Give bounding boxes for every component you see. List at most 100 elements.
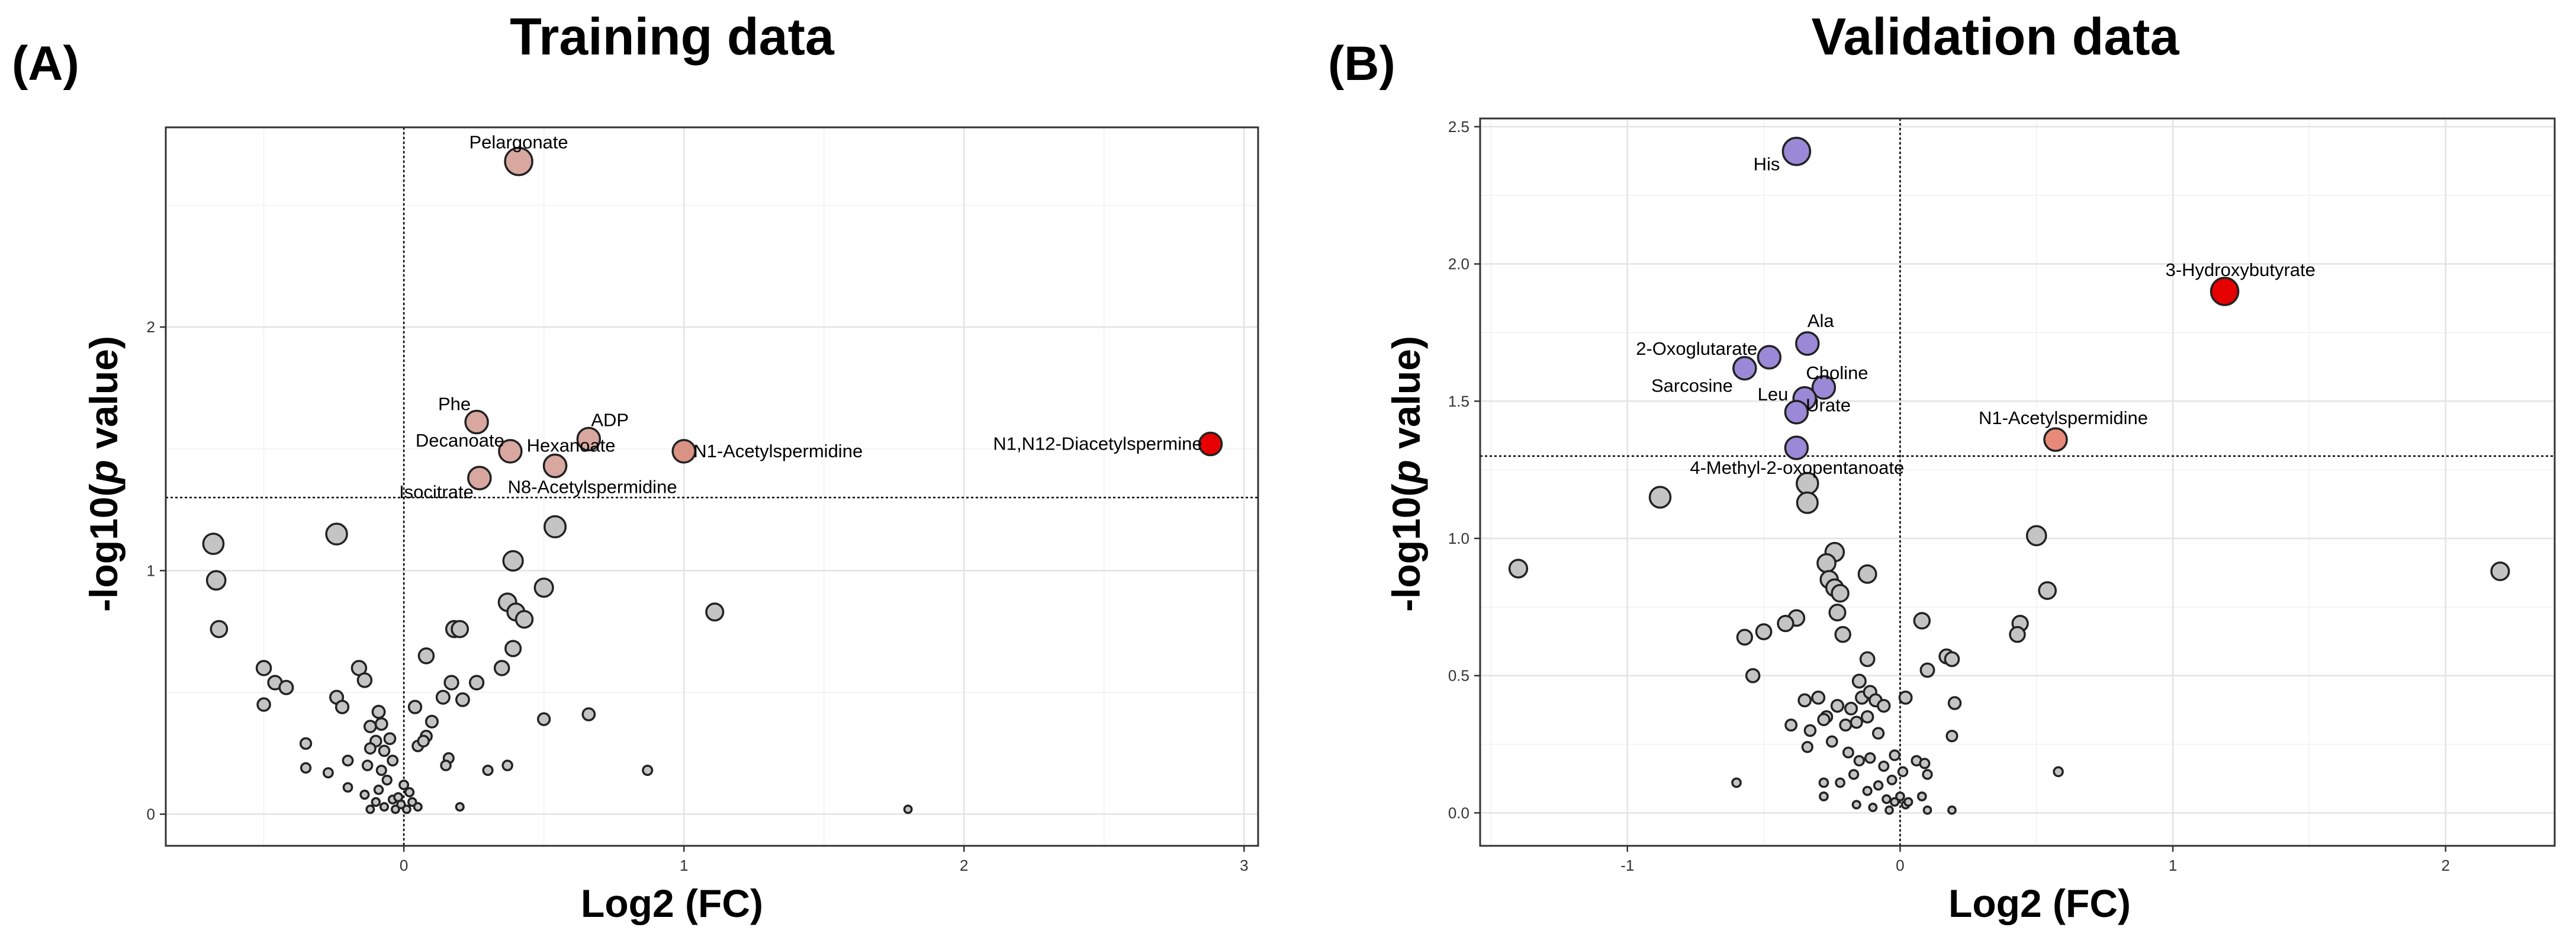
panel-a-significant-point: [1198, 431, 1223, 457]
panel-b-validation: (B) Validation data -1 0 1 2 0.0 0.5 1.0 1.5 2.0…: [1328, 7, 2556, 925]
panel-b-y-tick-label: 0.5: [1448, 667, 1469, 685]
panel-b-y-tick-label: 1.0: [1448, 530, 1469, 547]
panel-a-data-point: [381, 774, 393, 786]
panel-a-significant-point: [504, 146, 533, 177]
panel-b-significant-point: [2043, 427, 2068, 452]
panel-b-data-point: [1817, 713, 1831, 726]
panel-a-data-point: [390, 804, 400, 814]
panel-a-data-point: [365, 804, 375, 814]
panel-a-point-label: N1,N12-Diacetylspermine: [993, 434, 1202, 454]
panel-b-data-point: [1919, 662, 1935, 678]
panel-a-data-point: [504, 640, 522, 657]
panel-a-data-point: [378, 745, 391, 757]
panel-b-data-point: [1831, 583, 1850, 603]
panel-b-data-point: [1835, 777, 1845, 788]
panel-b-data-point: [1801, 741, 1813, 753]
panel-a-data-point: [299, 737, 313, 750]
panel-a-data-point: [278, 679, 294, 695]
panel-b-data-point: [1916, 791, 1927, 801]
panel-a-data-point: [468, 675, 485, 691]
panel-b-significant-point: [1811, 375, 1837, 400]
panel-b-point-label: 4-Methyl-2-oxopentanoate: [1690, 457, 1904, 478]
panel-b-data-point: [1834, 625, 1851, 643]
panel-a-data-point: [401, 804, 411, 814]
panel-b-data-point: [2053, 766, 2064, 778]
panel-b-data-point: [1851, 673, 1867, 689]
panel-b-data-point: [1842, 746, 1854, 759]
panel-a-data-point: [256, 697, 271, 712]
panel-a-data-point: [903, 804, 913, 814]
panel-a-data-point: [451, 620, 469, 639]
panel-b-y-axis-title-start: -log10(: [1384, 484, 1428, 612]
panel-b-data-point: [1862, 785, 1873, 796]
panel-b-data-point: [1897, 766, 1909, 778]
panel-a-significant-point: [498, 439, 523, 464]
panel-a-data-point: [455, 802, 465, 812]
panel-a-data-point: [502, 550, 524, 572]
panel-a-data-point: [417, 734, 430, 747]
panel-b-significant-point: [1757, 345, 1782, 370]
panel-a-data-point: [417, 647, 435, 665]
panel-a-data-point: [205, 570, 227, 591]
panel-a-y-axis-title: -log10(p value): [82, 336, 126, 612]
panel-a-data-point: [493, 660, 510, 676]
panel-b-point-label: Choline: [1806, 362, 1868, 383]
panel-b-y-axis-title-p: p: [1384, 460, 1428, 485]
panel-b-y-tick-label: 2.5: [1448, 118, 1469, 136]
panel-b-y-axis-title-end: value): [1384, 336, 1428, 460]
panel-a-point-label: Decanoate: [416, 430, 504, 451]
panel-b-x-tick-label: 2: [2442, 856, 2450, 874]
panel-a-point-label: N8-Acetylspermidine: [508, 477, 677, 498]
panel-b-y-tick-label: 2.0: [1448, 255, 1469, 273]
panel-a-data-point: [364, 742, 377, 755]
panel-a-data-point: [501, 759, 513, 772]
panel-b-significant-point: [2210, 277, 2240, 306]
panel-a-data-point: [424, 714, 439, 729]
panel-a-data-point: [371, 704, 386, 719]
panel-b-data-point: [1811, 690, 1826, 705]
panel-a-plot-area: 0 1 2 3 0 1 2 Pelargonate Phe ADP Decanoate Hexanoa…: [147, 126, 1259, 874]
panel-a-data-point: [435, 689, 451, 705]
panel-a-x-axis-title: Log2 (FC): [581, 881, 763, 925]
panel-b-data-point: [1890, 797, 1900, 807]
panel-a-y-axis-title-p: p: [82, 460, 126, 485]
panel-b-data-point: [1898, 690, 1913, 705]
panel-b-data-point: [1859, 651, 1876, 668]
panel-b-data-point: [2025, 525, 2047, 547]
panel-b-x-tick-label: 1: [2169, 856, 2177, 874]
panel-a-plot-frame: [165, 126, 1259, 847]
panel-a-data-point: [581, 707, 596, 721]
panel-b-data-point: [1853, 755, 1865, 766]
panel-b-data-point: [1830, 699, 1845, 713]
panel-b-significant-point: [1784, 435, 1809, 460]
panel-b-y-axis-title: -log10(p value): [1384, 336, 1428, 612]
panel-a-y-tick-label: 0: [147, 806, 155, 823]
panel-b-data-point: [1839, 718, 1853, 732]
panel-a-data-point: [373, 784, 384, 795]
panel-a-data-point: [342, 755, 354, 767]
panel-a-data-point: [398, 779, 410, 791]
panel-a-data-point: [533, 578, 554, 598]
panel-a-point-label: ADP: [591, 409, 629, 430]
panel-b-data-point: [1889, 749, 1901, 761]
panel-b-data-point: [1878, 761, 1890, 772]
panel-a-x-tick-label: 2: [960, 856, 968, 874]
panel-b-data-point: [1947, 696, 1962, 710]
panel-b-x-tick-label: 0: [1896, 856, 1904, 874]
panel-b-point-label: 2-Oxoglutarate: [1636, 338, 1757, 359]
panel-b-plot-area: -1 0 1 2 0.0 0.5 1.0 1.5 2.0 2.5 His 3-Hydroxybutyr…: [1448, 117, 2556, 874]
panel-b-point-label: Urate: [1806, 395, 1851, 416]
panel-b-data-point: [1919, 758, 1931, 769]
panel-a-data-point: [440, 759, 452, 772]
panel-b-data-point: [1860, 710, 1874, 724]
panel-a-data-point: [300, 762, 312, 774]
panel-a-significant-point: [542, 453, 568, 479]
panel-a-y-axis-title-start: -log10(: [82, 484, 126, 612]
panel-b-y-tick-label: 0.0: [1448, 804, 1469, 822]
panel-a-data-point: [443, 675, 459, 691]
panel-a-data-point: [393, 792, 404, 803]
panel-b-data-point: [1903, 797, 1913, 807]
panel-b-data-point: [1944, 651, 1960, 668]
panel-a-title: Training data: [510, 7, 835, 66]
panel-b-significant-point: [1795, 331, 1820, 356]
